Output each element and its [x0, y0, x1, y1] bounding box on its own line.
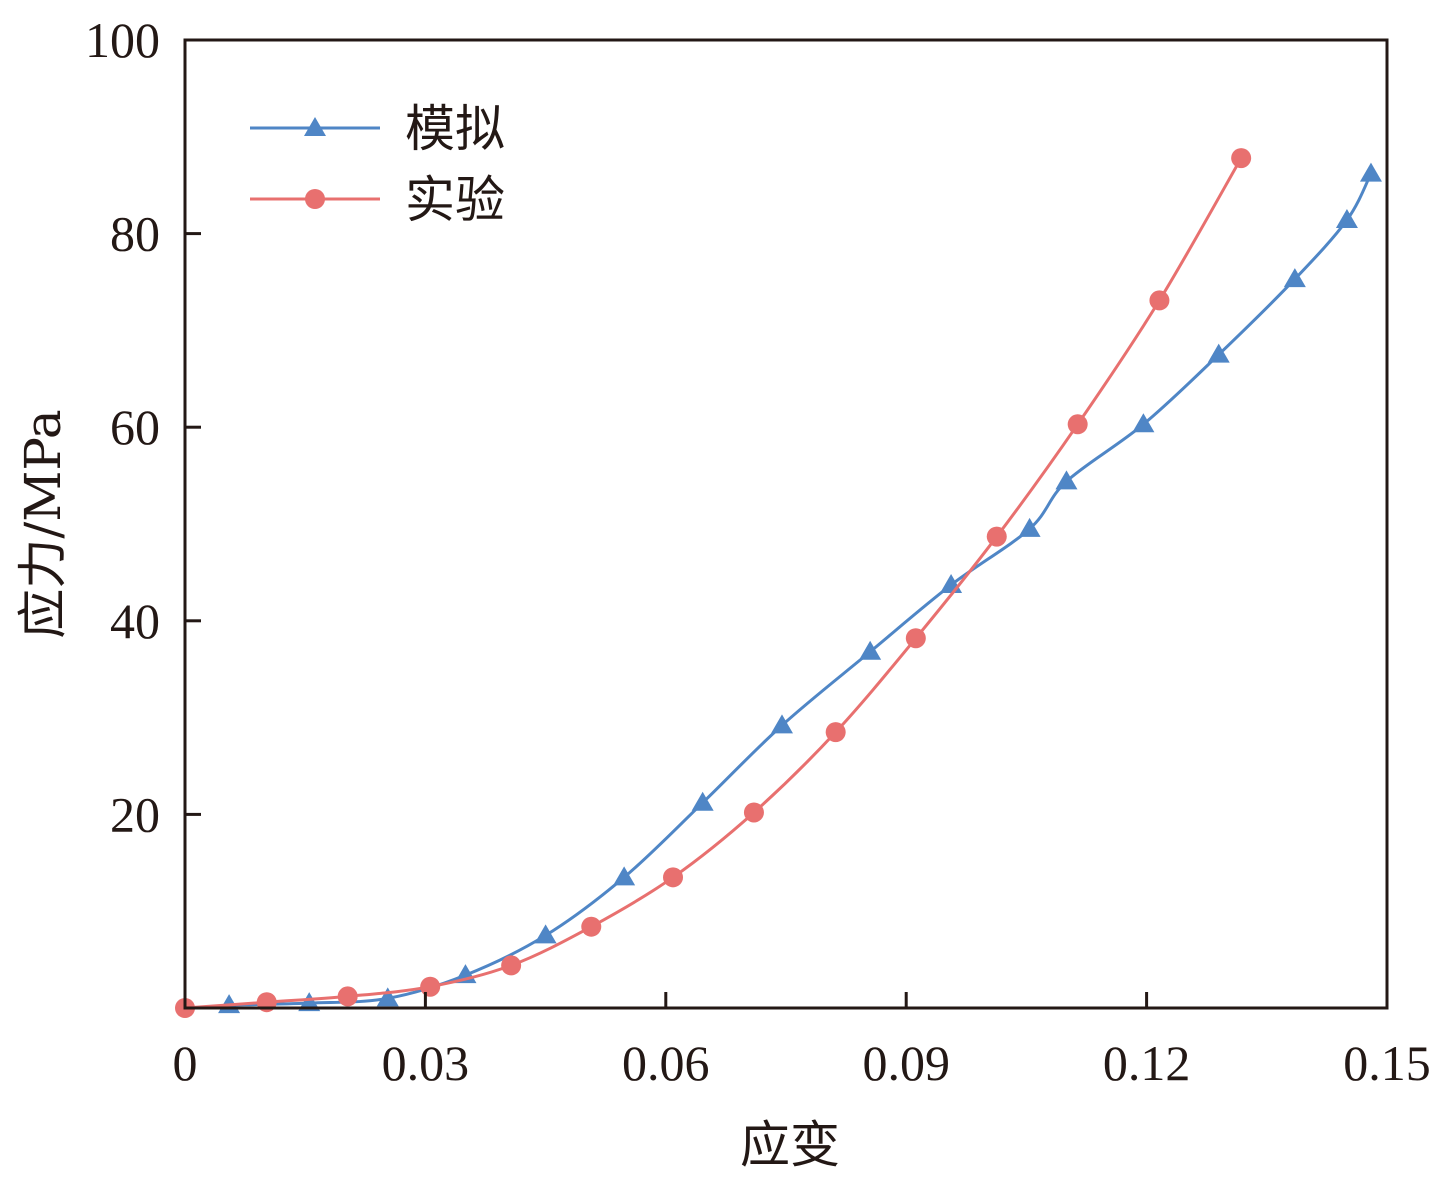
data-point — [1359, 162, 1382, 182]
legend-item: 实验 — [250, 171, 505, 229]
legend-item: 模拟 — [250, 100, 505, 158]
legend-label: 模拟 — [405, 100, 505, 158]
series-simulation — [218, 162, 1382, 1014]
x-tick-label: 0.06 — [622, 1035, 710, 1091]
data-point — [1207, 343, 1230, 363]
data-point — [825, 722, 846, 743]
data-point — [534, 924, 557, 944]
y-axis-label: 应力/MPa — [14, 409, 72, 638]
data-point — [1067, 414, 1088, 435]
legend-marker — [305, 189, 325, 209]
data-point — [581, 916, 602, 937]
data-point — [905, 628, 926, 649]
series-line — [184, 157, 1243, 1010]
data-point — [613, 866, 636, 886]
data-point — [1018, 517, 1041, 537]
data-point — [1335, 209, 1358, 229]
data-point — [420, 976, 441, 997]
data-point — [1283, 268, 1306, 288]
series-line — [229, 172, 1373, 1007]
legend-marker — [304, 117, 326, 136]
y-tick-label: 80 — [110, 206, 160, 262]
series-experiment — [175, 148, 1252, 1018]
data-point — [1149, 290, 1170, 311]
data-point — [1132, 413, 1155, 433]
data-point — [1231, 148, 1252, 169]
y-tick-label: 60 — [110, 399, 160, 455]
data-point — [986, 526, 1007, 547]
x-tick-label: 0 — [173, 1035, 198, 1091]
y-tick-label: 20 — [110, 786, 160, 842]
data-point — [859, 640, 882, 660]
data-point — [663, 867, 684, 888]
x-tick-label: 0.15 — [1343, 1035, 1431, 1091]
x-tick-label: 0.12 — [1103, 1035, 1191, 1091]
x-axis-label: 应变 — [740, 1116, 840, 1174]
legend-label: 实验 — [405, 171, 505, 229]
y-tick-label: 100 — [85, 12, 160, 68]
data-point — [770, 714, 793, 734]
data-point — [1055, 470, 1078, 490]
data-point — [376, 987, 399, 1007]
data-point — [337, 986, 358, 1007]
data-point — [501, 955, 522, 976]
x-tick-label: 0.03 — [382, 1035, 470, 1091]
data-point — [743, 802, 764, 823]
data-point — [691, 791, 714, 811]
plot-frame — [183, 38, 1389, 1010]
y-tick-label: 40 — [110, 593, 160, 649]
x-tick-label: 0.09 — [862, 1035, 950, 1091]
data-point — [298, 992, 321, 1012]
